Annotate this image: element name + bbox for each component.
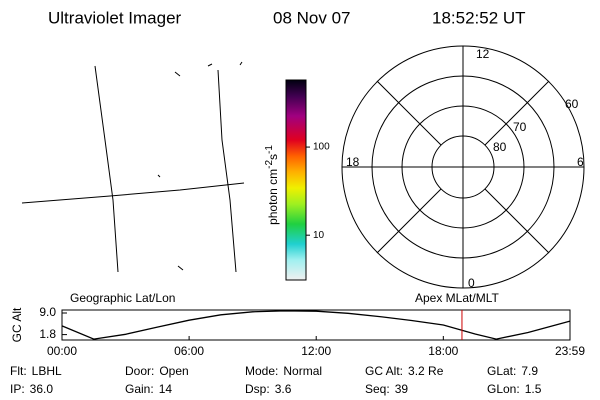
status-label: Seq: [365,382,390,396]
status-item: Door: Open [125,364,189,378]
date: 08 Nov 07 [273,8,351,27]
status-label: GLon: [487,382,520,396]
x-tick-label: 23:59 [555,344,585,358]
x-tick-label: 06:00 [174,344,204,358]
status-value: 3.2 Re [408,364,444,378]
colorbar-label: photon cm-2s-1 [264,145,281,225]
status-item: GC Alt: 3.2 Re [365,364,444,378]
footer: Flt: LBHL Door: Open Mode: Normal GC Alt: 3.2 R… [10,364,542,396]
status-value: 1.5 [525,382,542,396]
status-value: 14 [159,382,173,396]
right-label: Apex MLat/MLT [415,291,499,305]
title: Ultraviolet Imager [48,8,182,27]
alt-line [61,310,571,340]
status-item: GLat: 7.9 [487,364,538,378]
status-label: Flt: [10,364,27,378]
ring-label: 80 [493,140,507,154]
status-item: GLon: 1.5 [487,382,542,396]
status-label: Dsp: [245,382,270,396]
status-label: IP: [10,382,25,396]
clock-label: 12 [476,47,490,61]
map [21,61,245,273]
status-item: Flt: LBHL [10,364,62,378]
status-label: Mode: [245,364,278,378]
left-label: Geographic Lat/Lon [70,291,175,305]
status-label: Gain: [125,382,154,396]
clock-label: 6 [577,155,584,169]
x-tick-label: 00:00 [47,344,77,358]
status-value: 39 [395,382,409,396]
status-value: 3.6 [275,382,292,396]
clock-label: 18 [346,155,360,169]
status-value: LBHL [32,364,62,378]
status-label: GLat: [487,364,516,378]
ring-label: 60 [565,97,579,111]
colorbar [285,79,307,281]
ring-label: 70 [513,120,527,134]
status-item: Seq: 39 [365,382,408,396]
status-label: Door: [125,364,154,378]
y-tick-label: 9.0 [39,305,56,319]
y-tick-label: 1.8 [39,327,56,341]
plot: 9.0 1.8 00:00 06:00 12:00 18:00 23:59 [39,305,585,358]
colorbar-tick-label: 100 [313,142,330,153]
status-label: GC Alt: [365,364,403,378]
x-tick-label: 18:00 [428,344,458,358]
status-item: IP: 36.0 [10,382,53,396]
status-item: Dsp: 3.6 [245,382,292,396]
status-value: Normal [283,364,322,378]
plot-frame [61,309,571,341]
polar [341,45,585,289]
status-value: Open [159,364,188,378]
status-value: 7.9 [521,364,538,378]
colorbar-tick-label: 10 [313,230,325,241]
clock-label: 0 [468,276,475,290]
status-item: Gain: 14 [125,382,172,396]
status-value: 36.0 [30,382,54,396]
time: 18:52:52 UT [432,8,526,27]
x-tick-label: 12:00 [301,344,331,358]
status-item: Mode: Normal [245,364,322,378]
y-label: GC Alt [10,307,24,342]
